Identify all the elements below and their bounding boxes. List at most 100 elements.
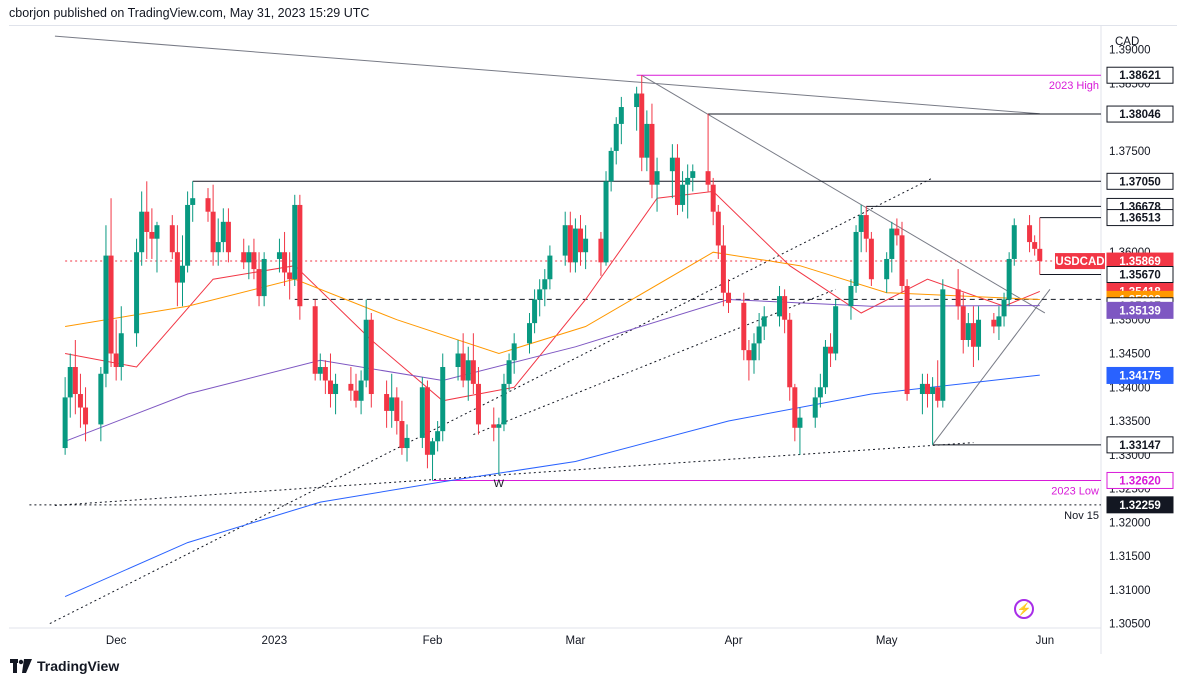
candle-body [144, 211, 150, 232]
candle [1032, 235, 1038, 256]
price-tag-box [1106, 471, 1174, 489]
candle [77, 373, 83, 428]
candle [608, 147, 614, 192]
candle-body [976, 319, 982, 347]
candle [904, 279, 910, 401]
candle [690, 164, 696, 192]
price-chart[interactable]: CAD1.390001.385001.380001.375001.370001.… [9, 26, 1177, 654]
candle-body [358, 380, 364, 401]
candle-body [547, 255, 553, 280]
candle [833, 299, 839, 361]
candle [297, 194, 303, 320]
candle [292, 194, 298, 286]
candle-body [292, 204, 298, 280]
candle-body [506, 360, 512, 384]
candle [317, 353, 323, 381]
candle [1027, 215, 1033, 253]
candle [103, 225, 109, 388]
candle-body [567, 225, 573, 263]
candle [154, 221, 160, 273]
candle-body [644, 123, 650, 158]
candle-body [363, 319, 369, 381]
candle [639, 75, 645, 172]
candle [970, 306, 976, 368]
candle-body [925, 383, 931, 395]
candle [404, 424, 410, 462]
candle-body [353, 390, 359, 401]
candle [868, 231, 874, 286]
candle [674, 144, 680, 216]
candle-body [113, 353, 119, 368]
candle [787, 312, 793, 401]
candle-body [1011, 225, 1017, 259]
candle [578, 215, 584, 266]
candle [618, 96, 624, 145]
candle-body [83, 407, 89, 425]
candle-body [884, 258, 890, 280]
candle [440, 353, 446, 442]
trendline [932, 289, 1051, 445]
candle-body [1001, 299, 1007, 317]
candle [190, 181, 196, 222]
candle [134, 238, 140, 347]
candle [853, 225, 859, 293]
candle-body [720, 245, 726, 293]
chart-area[interactable]: CAD1.390001.385001.380001.375001.370001.… [9, 25, 1177, 654]
candle-body [77, 394, 83, 408]
price-level-annotation: Nov 15 [1064, 510, 1099, 522]
currency-label: CAD [1115, 36, 1139, 48]
candle-body [511, 343, 517, 361]
candle-body [858, 215, 864, 232]
lightning-icon[interactable]: ⚡ [1014, 599, 1034, 619]
price-tag-box [1106, 66, 1174, 84]
candle-body [618, 107, 624, 124]
candle [562, 211, 568, 266]
candle [613, 117, 619, 165]
candle-body [741, 302, 747, 351]
y-tick-label: 1.31000 [1109, 585, 1151, 597]
candle [389, 373, 395, 428]
candle-body [179, 265, 185, 283]
candle-body [935, 387, 941, 401]
candle [930, 377, 936, 445]
candle-body [833, 306, 839, 354]
candle-body [603, 181, 609, 263]
candle-body [460, 353, 466, 381]
candle-body [419, 387, 425, 438]
candle-body [991, 319, 997, 327]
candle [282, 231, 288, 286]
candle-body [674, 157, 680, 205]
candle-body [863, 215, 869, 239]
candle [761, 306, 767, 340]
y-tick-label: 1.32000 [1109, 517, 1151, 529]
candle [511, 333, 517, 374]
price-tag-label: 1.38046 [1119, 109, 1161, 121]
candle [312, 299, 318, 381]
candle-body [705, 171, 711, 185]
candle [419, 377, 425, 449]
candle-body [634, 93, 640, 108]
candle [333, 373, 339, 415]
candle-body [1027, 225, 1033, 243]
candle [1037, 217, 1043, 275]
candle [460, 333, 466, 388]
candle [1006, 252, 1012, 307]
pattern-annotation: W [494, 478, 505, 490]
candle [965, 312, 971, 347]
candle-body [532, 299, 538, 324]
price-tag-box [1106, 172, 1174, 190]
trendline [641, 74, 1046, 314]
candle-body [251, 252, 257, 270]
candle-body [797, 417, 803, 428]
candle-body [777, 296, 783, 317]
candle-body [649, 123, 655, 185]
symbol-tag-box [1055, 253, 1105, 270]
candle-body [246, 252, 252, 263]
candle [220, 208, 226, 253]
candle-body [149, 231, 155, 239]
candle-body [756, 326, 762, 344]
price-tag-label: 1.36513 [1119, 213, 1161, 225]
candle [276, 238, 282, 273]
y-tick-label: 1.34000 [1109, 382, 1151, 394]
x-tick-label: Feb [423, 635, 443, 647]
